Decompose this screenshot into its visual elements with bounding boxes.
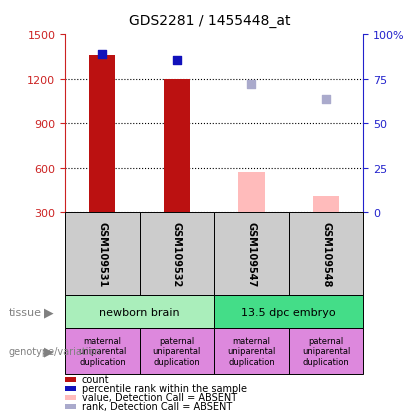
Text: ▶: ▶ xyxy=(44,344,53,358)
Bar xyxy=(239,173,265,213)
Text: 13.5 dpc embryo: 13.5 dpc embryo xyxy=(241,307,336,317)
Text: maternal
uniparental
duplication: maternal uniparental duplication xyxy=(78,336,126,366)
Text: value, Detection Call = ABSENT: value, Detection Call = ABSENT xyxy=(82,392,237,402)
Text: rank, Detection Call = ABSENT: rank, Detection Call = ABSENT xyxy=(82,401,232,411)
Text: genotype/variation: genotype/variation xyxy=(8,346,101,356)
Bar xyxy=(164,79,190,213)
Text: maternal
uniparental
duplication: maternal uniparental duplication xyxy=(227,336,276,366)
Bar xyxy=(89,56,116,213)
Text: ▶: ▶ xyxy=(44,305,53,318)
Text: GSM109531: GSM109531 xyxy=(97,221,108,287)
Text: GSM109547: GSM109547 xyxy=(247,221,257,287)
Point xyxy=(323,96,329,103)
Text: GDS2281 / 1455448_at: GDS2281 / 1455448_at xyxy=(129,14,291,28)
Text: newborn brain: newborn brain xyxy=(100,307,180,317)
Bar xyxy=(313,197,339,213)
Text: paternal
uniparental
duplication: paternal uniparental duplication xyxy=(302,336,350,366)
Text: paternal
uniparental
duplication: paternal uniparental duplication xyxy=(153,336,201,366)
Text: GSM109548: GSM109548 xyxy=(321,221,331,287)
Point xyxy=(99,52,106,58)
Text: percentile rank within the sample: percentile rank within the sample xyxy=(82,383,247,393)
Point xyxy=(173,58,180,64)
Text: tissue: tissue xyxy=(8,307,42,317)
Text: count: count xyxy=(82,374,110,384)
Text: GSM109532: GSM109532 xyxy=(172,221,182,287)
Point xyxy=(248,81,255,88)
